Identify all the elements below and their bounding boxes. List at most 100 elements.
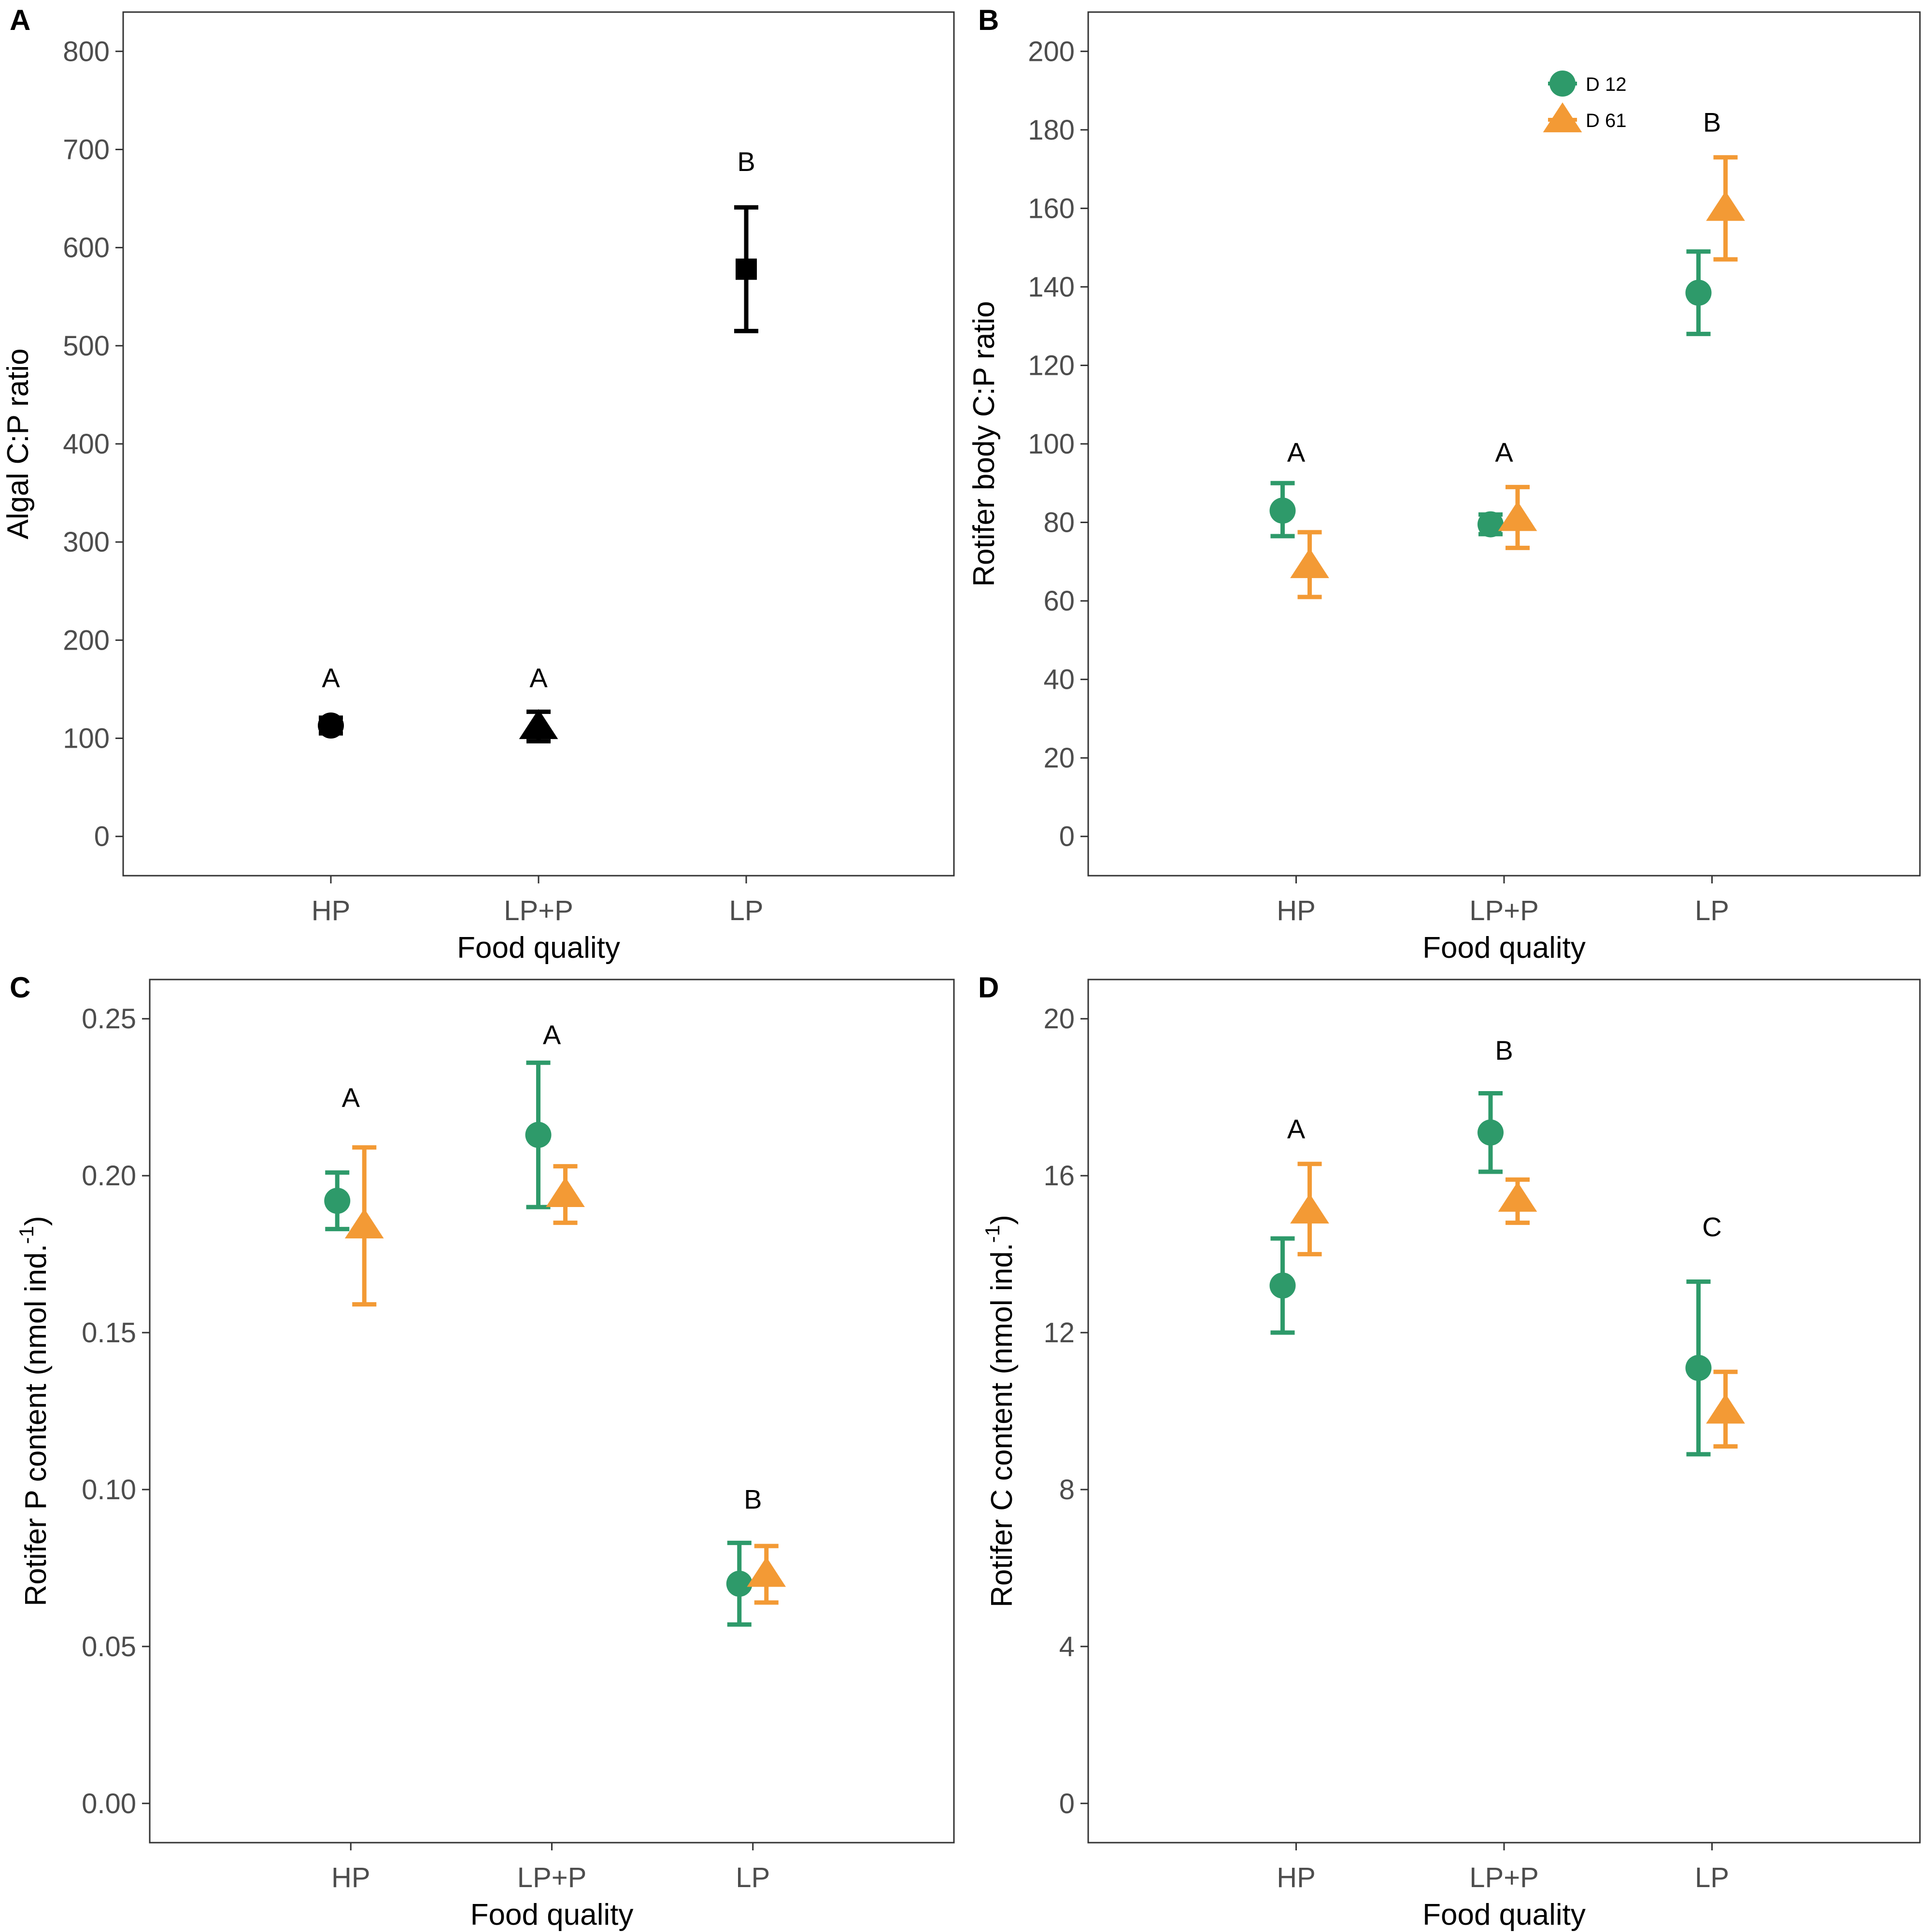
panel-letter: C (10, 971, 30, 1004)
significance-letter: B (737, 146, 755, 177)
y-tick-label: 20 (1043, 742, 1075, 774)
x-tick-label: LP+P (1469, 895, 1539, 926)
legend-key-triangle (1543, 102, 1582, 132)
x-axis-title: Food quality (1422, 1898, 1586, 1932)
legend-key-circle (1549, 71, 1576, 97)
significance-letter: B (1495, 1035, 1513, 1065)
data-point-circle (1477, 1119, 1504, 1146)
data-point-triangle (1290, 548, 1329, 578)
y-tick-label: 0.00 (82, 1788, 136, 1819)
data-point-triangle (1498, 1181, 1537, 1212)
y-tick-label: 200 (1028, 36, 1075, 67)
x-axis-title: Food quality (470, 1898, 634, 1932)
x-axis-title: Food quality (1422, 931, 1586, 965)
x-tick-label: LP (729, 895, 764, 926)
x-tick-label: LP (736, 1862, 770, 1893)
y-tick-label: 80 (1043, 507, 1075, 539)
data-point-triangle (1706, 191, 1745, 221)
data-point-triangle (1290, 1193, 1329, 1224)
legend: D 12 D 61 (1543, 71, 1627, 132)
data-point-triangle (1706, 1393, 1745, 1424)
y-tick-label: 0 (1059, 1788, 1075, 1819)
y-tick-label: 140 (1028, 271, 1075, 303)
x-tick-label: LP+P (504, 895, 573, 926)
significance-letter: B (744, 1484, 762, 1514)
data-point-circle (726, 1570, 753, 1597)
significance-letter: A (1495, 437, 1513, 467)
significance-letter: A (1287, 1114, 1306, 1144)
significance-letter: A (529, 663, 548, 693)
y-tick-label: 600 (63, 232, 110, 264)
data-point-triangle (747, 1557, 786, 1587)
x-tick-label: LP+P (1469, 1862, 1539, 1893)
y-tick-label: 500 (63, 330, 110, 362)
panel-letter: D (978, 971, 999, 1004)
plot-frame (149, 979, 955, 1844)
plot-frame (1087, 979, 1921, 1844)
y-tick-label: 160 (1028, 193, 1075, 224)
y-axis-title: Rotifer body C:P ratio (967, 301, 1001, 587)
panel-b: B 0 20 40 60 80 100 120 140 160 180 200 HP LP+P LP Food… (967, 4, 1921, 965)
x-tick-label: HP (331, 1862, 370, 1893)
panel-c: C 0.00 0.05 0.10 0.15 0.20 0.25 HP LP+P LP Food qu… (10, 971, 955, 1932)
y-tick-label: 200 (63, 625, 110, 656)
y-axis-title: Algal C:P ratio (1, 348, 35, 539)
y-tick-label: 12 (1043, 1317, 1075, 1349)
data-point-circle (1269, 1272, 1296, 1299)
significance-letter: B (1703, 107, 1721, 138)
y-tick-label: 40 (1043, 664, 1075, 696)
x-tick-label: LP+P (517, 1862, 587, 1893)
y-tick-label: 0.20 (82, 1160, 136, 1192)
data-point-triangle (519, 709, 558, 739)
data-point-circle (1685, 1355, 1712, 1381)
panel-a: A 0 100 200 300 400 500 600 700 800 HP LP+P LP Food q… (1, 4, 955, 965)
y-tick-label: 100 (63, 723, 110, 754)
data-point-square (736, 258, 757, 280)
data-point-circle (318, 712, 344, 739)
data-point-triangle (1498, 501, 1537, 531)
y-axis-title: Rotifer C content (nmol ind.-1) (981, 1215, 1019, 1607)
significance-letter: A (342, 1082, 360, 1113)
y-tick-label: 180 (1028, 114, 1075, 146)
data-point-circle (525, 1122, 552, 1148)
x-tick-label: HP (1277, 1862, 1316, 1893)
y-tick-label: 20 (1043, 1003, 1075, 1035)
x-tick-label: HP (1277, 895, 1316, 926)
y-tick-label: 0.25 (82, 1003, 136, 1035)
y-tick-label: 100 (1028, 428, 1075, 460)
x-tick-label: LP (1695, 1862, 1729, 1893)
y-tick-label: 60 (1043, 585, 1075, 617)
panel-letter: B (978, 4, 999, 36)
significance-letter: A (322, 663, 340, 693)
y-tick-label: 4 (1059, 1631, 1075, 1662)
y-tick-label: 0.10 (82, 1474, 136, 1506)
y-tick-label: 300 (63, 526, 110, 558)
x-tick-label: HP (312, 895, 351, 926)
y-tick-label: 8 (1059, 1474, 1075, 1506)
y-tick-label: 400 (63, 428, 110, 460)
data-point-triangle (344, 1208, 384, 1239)
x-axis-title: Food quality (457, 931, 620, 965)
significance-letter: C (1702, 1212, 1721, 1242)
panel-letter: A (10, 4, 30, 36)
y-tick-label: 0.15 (82, 1317, 136, 1349)
significance-letter: A (543, 1020, 561, 1050)
panel-d: D 0 4 8 12 16 20 HP LP+P LP Food quality Rotifer C … (978, 971, 1921, 1932)
data-point-circle (1269, 497, 1296, 524)
y-tick-label: 16 (1043, 1160, 1075, 1192)
legend-label: D 61 (1586, 110, 1627, 131)
x-tick-label: LP (1695, 895, 1729, 926)
y-tick-label: 0 (94, 821, 110, 852)
y-tick-label: 700 (63, 134, 110, 165)
y-tick-label: 800 (63, 36, 110, 67)
data-point-triangle (546, 1177, 585, 1208)
legend-label: D 12 (1586, 74, 1627, 95)
significance-letter: A (1287, 437, 1306, 467)
data-point-circle (324, 1188, 351, 1214)
y-tick-label: 0.05 (82, 1631, 136, 1662)
data-point-circle (1477, 511, 1504, 538)
y-tick-label: 120 (1028, 350, 1075, 381)
y-axis-title: Rotifer P content (nmol ind.-1) (15, 1216, 53, 1606)
plot-frame (122, 11, 955, 877)
